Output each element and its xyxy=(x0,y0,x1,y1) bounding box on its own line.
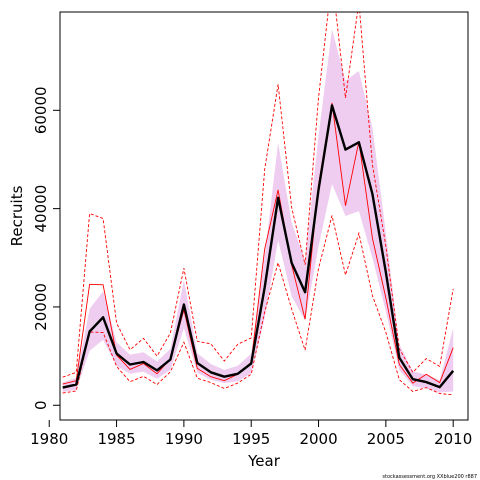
comparison-line xyxy=(62,102,454,385)
x-tick-label: 1980 xyxy=(30,430,68,448)
x-tick-label: 1990 xyxy=(165,430,203,448)
x-axis: 1980 1985 1990 1995 2000 2005 2010 xyxy=(30,420,472,448)
x-tick-label: 2000 xyxy=(299,430,337,448)
y-axis-title: Recruits xyxy=(8,185,26,246)
y-tick-label: 60000 xyxy=(32,86,50,134)
comparison-series-layer xyxy=(62,12,454,396)
x-tick-label: 1995 xyxy=(232,430,270,448)
confidence-band-layer xyxy=(62,29,454,393)
x-axis-title: Year xyxy=(247,452,281,470)
confidence-band xyxy=(62,29,454,393)
y-axis: 0 20000 40000 60000 xyxy=(32,86,60,410)
plot-frame xyxy=(59,11,469,421)
credit-note: stockassessment.org XXblue200 r887 xyxy=(382,474,477,480)
x-tick-label: 1985 xyxy=(97,430,135,448)
y-tick-label: 40000 xyxy=(32,185,50,233)
y-tick-label: 20000 xyxy=(32,283,50,331)
comparison-lower-bound xyxy=(62,215,454,396)
estimate-line xyxy=(62,104,455,389)
estimate-series-layer xyxy=(62,104,455,389)
x-tick-label: 2005 xyxy=(367,430,405,448)
x-tick-label: 2010 xyxy=(434,430,472,448)
comparison-upper-bound xyxy=(62,12,454,378)
y-tick-label: 0 xyxy=(32,400,50,410)
